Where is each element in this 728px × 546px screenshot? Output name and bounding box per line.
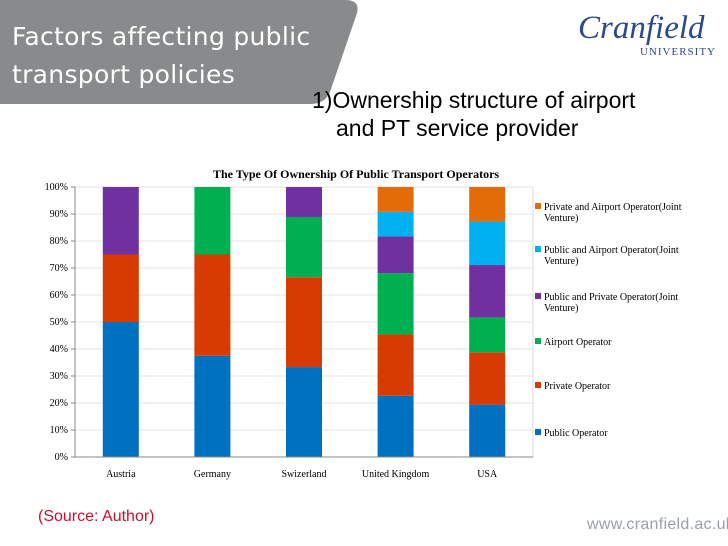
cranfield-logo-subtitle: UNIVERSITY	[640, 46, 716, 58]
legend-label: Venture)	[544, 256, 578, 267]
chart-title: The Type Of Ownership Of Public Transpor…	[213, 167, 499, 181]
bar-segment	[469, 404, 506, 457]
legend-swatch	[535, 246, 541, 252]
bar-segment	[377, 187, 414, 212]
bar-segment	[194, 355, 231, 457]
bar-segment	[377, 211, 414, 237]
bar-segment	[377, 273, 414, 335]
x-tick-label: USA	[477, 469, 498, 480]
legend-label: Public and Airport Operator(Joint	[544, 245, 679, 256]
footer-url[interactable]: www.cranfield.ac.uk	[587, 516, 728, 533]
title-band-shape	[0, 0, 358, 104]
stacked-bar-chart: The Type Of Ownership Of Public Transpor…	[45, 167, 682, 480]
y-tick-label: 90%	[50, 209, 68, 220]
legend-swatch	[535, 382, 541, 388]
bar-segment	[102, 187, 139, 255]
legend-swatch	[535, 429, 541, 435]
bar-segment	[469, 265, 506, 318]
y-tick-label: 100%	[45, 182, 68, 193]
legend-label: Private and Airport Operator(Joint	[544, 202, 682, 213]
heading-line1: 1)Ownership structure of airport	[312, 87, 636, 113]
y-tick-label: 50%	[50, 317, 68, 328]
bar-segment	[377, 395, 414, 457]
x-tick-label: Germany	[194, 469, 231, 480]
bar-segment	[102, 322, 139, 457]
bar-segment	[194, 254, 231, 356]
bar-segment	[469, 352, 506, 405]
y-tick-label: 80%	[50, 236, 68, 247]
slide-title-line2: transport policies	[12, 60, 236, 89]
bar-segment	[377, 334, 414, 396]
title-band: Factors affecting public transport polic…	[0, 0, 728, 110]
legend-swatch	[535, 203, 541, 209]
legend-label: Public and Private Operator(Joint	[544, 292, 678, 303]
bar-segment	[377, 236, 414, 274]
x-tick-label: Swizerland	[282, 469, 327, 480]
legend-label: Private Operator	[544, 381, 611, 392]
y-tick-label: 30%	[50, 371, 68, 382]
y-tick-label: 10%	[50, 425, 68, 436]
cranfield-logo: Cranfield	[578, 10, 705, 46]
legend-label: Venture)	[544, 213, 578, 224]
bar-segment	[194, 187, 231, 255]
x-tick-label: United Kingdom	[362, 469, 430, 480]
bar-segment	[286, 187, 322, 217]
bar-segment	[286, 277, 322, 368]
y-tick-label: 70%	[50, 263, 68, 274]
heading-line2: and PT service provider	[336, 115, 579, 141]
bar-segment	[469, 187, 506, 222]
legend-swatch	[535, 293, 541, 299]
bar-segment	[286, 367, 322, 457]
slide-title-line1: Factors affecting public	[12, 22, 311, 51]
x-tick-label: Austria	[106, 469, 136, 480]
bar-segment	[102, 254, 139, 322]
legend-swatch	[535, 338, 541, 344]
slide-heading: 1)Ownership structure of airport and PT …	[312, 86, 635, 142]
legend-label: Venture)	[544, 303, 578, 314]
legend-label: Public Operator	[544, 428, 608, 439]
y-tick-label: 40%	[50, 344, 68, 355]
bar-segment	[469, 317, 506, 353]
y-tick-label: 20%	[50, 398, 68, 409]
y-tick-label: 0%	[55, 452, 68, 463]
bar-segment	[469, 221, 506, 266]
y-tick-label: 60%	[50, 290, 68, 301]
legend-label: Airport Operator	[544, 337, 612, 348]
bar-segment	[286, 216, 322, 278]
source-note: (Source: Author)	[38, 508, 155, 525]
